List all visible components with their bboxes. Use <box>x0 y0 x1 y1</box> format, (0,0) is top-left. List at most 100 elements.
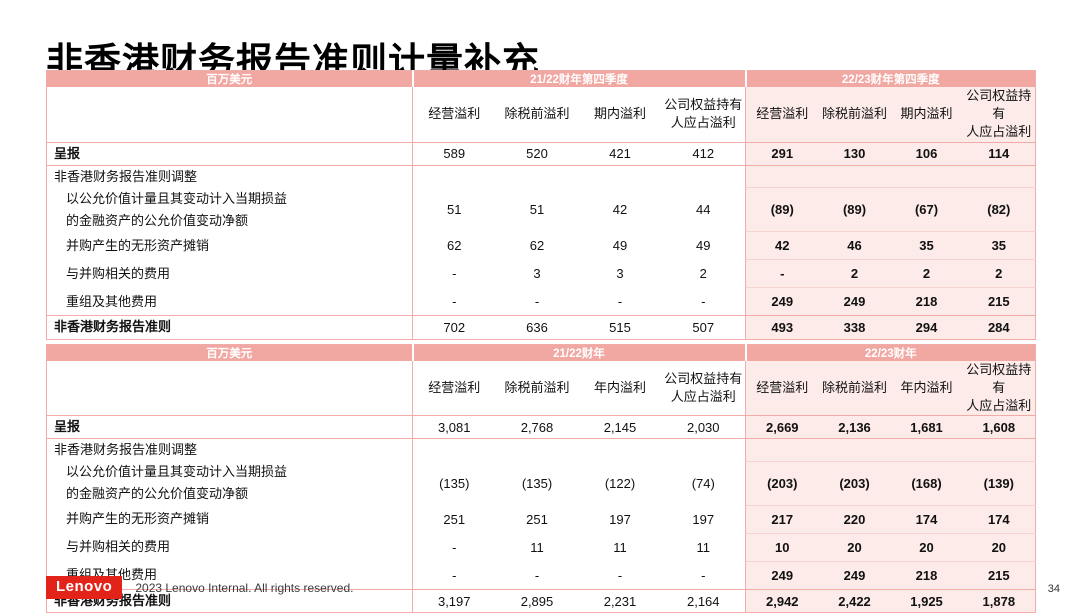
value-cell: (74) <box>691 475 715 491</box>
value-cell: 2,768 <box>495 415 579 440</box>
row-label-spacer <box>46 87 413 143</box>
value-cell: - <box>617 294 623 310</box>
value-cell <box>818 438 891 462</box>
column-header: 公司权益持有 人应占溢利 <box>661 360 746 417</box>
value-cell: (168) <box>890 460 963 506</box>
column-header: 除税前溢利 <box>818 360 891 417</box>
row-label: 非香港财务报告准则 <box>46 588 413 613</box>
row-label: 非香港财务报告准则调整 <box>54 442 198 458</box>
table-row: 非香港财务报告准则调整 <box>47 438 1036 462</box>
value-cell: 11 <box>613 539 627 555</box>
table-row: 非香港财务报告准则调整 <box>47 165 1036 188</box>
value-cell: 51 <box>529 202 545 218</box>
value-cell <box>818 165 891 188</box>
row-label: 并购产生的无形资产摊销 <box>66 511 210 527</box>
value-cell: 10 <box>745 532 819 562</box>
value-cell: 338 <box>818 315 891 340</box>
value-cell: 515 <box>578 315 662 340</box>
column-header: 公司权益持有 人应占溢利 <box>661 87 746 143</box>
value-cell: 114 <box>962 142 1036 166</box>
column-header: 公司权益持有 人应占溢利 <box>962 87 1036 143</box>
table-row: 非香港财务报告准则 3,197 2,895 2,231 2,164 2,942 2,422 1… <box>46 588 1036 613</box>
value-cell: 3 <box>533 266 541 282</box>
value-cell: 589 <box>412 142 496 166</box>
table-row: 与并购相关的费用 -11 11 11 10 20 20 20 <box>47 532 1036 562</box>
value-cell: 493 <box>745 315 819 340</box>
footer: Lenovo 2023 Lenovo Internal. All rights … <box>46 576 353 599</box>
value-cell: - <box>412 287 496 316</box>
value-cell: 2 <box>699 266 707 282</box>
value-cell: 702 <box>412 315 496 340</box>
value-cell: 174 <box>962 504 1036 534</box>
row-label: 并购产生的无形资产摊销 <box>66 237 210 253</box>
column-header: 除税前溢利 <box>818 87 891 143</box>
value-cell: 44 <box>696 202 711 218</box>
value-cell: - <box>701 294 706 310</box>
lenovo-logo: Lenovo <box>46 576 123 599</box>
value-cell: 218 <box>890 560 963 590</box>
value-cell: 2,145 <box>578 415 662 440</box>
value-cell: 2,669 <box>745 415 819 440</box>
column-header: 经营溢利 <box>745 360 819 417</box>
period-label: 22/23财年第四季度 <box>744 70 1036 87</box>
column-header: 经营溢利 <box>412 360 496 417</box>
value-cell <box>662 165 746 188</box>
value-cell <box>962 438 1036 462</box>
value-cell: 249 <box>818 287 891 316</box>
value-cell: 35 <box>962 231 1036 260</box>
value-cell: 284 <box>962 315 1036 340</box>
table-row: 与并购相关的费用 -3 3 2-2 2 2 <box>47 259 1036 288</box>
value-cell: 215 <box>962 287 1036 316</box>
value-cell: - <box>617 567 623 583</box>
row-label: 与并购相关的费用 <box>66 265 171 281</box>
tables-container: 百万美元 21/22财年第四季度 22/23财年第四季度 经营溢利 除税前溢利 期内溢利公… <box>46 70 1037 613</box>
quarterly-table: 百万美元 21/22财年第四季度 22/23财年第四季度 经营溢利 除税前溢利 期内溢利公… <box>46 70 1037 340</box>
value-cell: (122) <box>604 475 636 491</box>
value-cell: 49 <box>612 238 628 254</box>
value-cell: 20 <box>962 532 1036 562</box>
value-cell <box>890 438 963 462</box>
value-cell: 1,878 <box>962 588 1036 613</box>
value-cell: 2,030 <box>661 415 746 440</box>
value-cell <box>496 165 579 188</box>
value-cell: 1,681 <box>890 415 963 440</box>
value-cell: (139) <box>962 460 1036 506</box>
copyright-text: 2023 Lenovo Internal. All rights reserve… <box>135 580 354 595</box>
row-label: 呈报 <box>46 142 413 166</box>
value-cell: 51 <box>412 187 496 232</box>
annual-table: 百万美元 21/22财年 22/23财年 经营溢利 除税前溢利 年内溢利 公司权益持有 人应… <box>46 343 1037 613</box>
period-label: 22/23财年 <box>744 344 1036 361</box>
value-cell: 249 <box>745 560 819 590</box>
value-cell: 217 <box>745 504 819 534</box>
column-header: 期内溢利 <box>578 87 662 143</box>
value-cell: (135) <box>521 475 553 491</box>
value-cell: 1,608 <box>962 415 1036 440</box>
value-cell <box>962 165 1036 188</box>
value-cell: 42 <box>612 202 628 218</box>
table-row: 呈报 3,081 2,768 2,145 2,030 2,669 2,136 1,681 1,6… <box>46 415 1036 440</box>
value-cell: (203) <box>745 460 819 506</box>
value-cell: 197 <box>692 511 715 527</box>
row-label: 以公允价值计量且其变动计入当期损益 的金融资产的公允价值变动净额 <box>66 464 288 502</box>
value-cell <box>579 165 662 188</box>
table-row: 重组及其他费用 - - - -249 249 218 215 <box>47 560 1036 590</box>
row-label: 非香港财务报告准则调整 <box>54 168 198 184</box>
value-cell <box>412 438 496 462</box>
table-row: 以公允价值计量且其变动计入当期损益 的金融资产的公允价值变动净额 (135) (13… <box>47 460 1036 506</box>
value-cell <box>496 439 579 462</box>
value-cell: 2,164 <box>661 588 746 613</box>
table-row: 非香港财务报告准则 702 636 515 507 493 338 294 284 <box>46 315 1036 340</box>
value-cell: 215 <box>962 560 1036 590</box>
table-row: 并购产生的无形资产摊销 251 251 197 197 217 220 174 174 <box>47 504 1036 534</box>
row-label: 以公允价值计量且其变动计入当期损益 的金融资产的公允价值变动净额 <box>66 190 288 228</box>
value-cell: - <box>412 533 496 562</box>
value-cell: 2 <box>962 259 1036 288</box>
value-cell <box>890 165 963 188</box>
value-cell: - <box>412 259 496 288</box>
value-cell: 2,942 <box>745 588 819 613</box>
value-cell: 174 <box>890 504 963 534</box>
value-cell: 2,422 <box>818 588 891 613</box>
column-header: 期内溢利 <box>890 87 963 143</box>
table-row: 重组及其他费用 - - - -249 249 218 215 <box>47 287 1036 316</box>
value-cell <box>745 165 819 188</box>
